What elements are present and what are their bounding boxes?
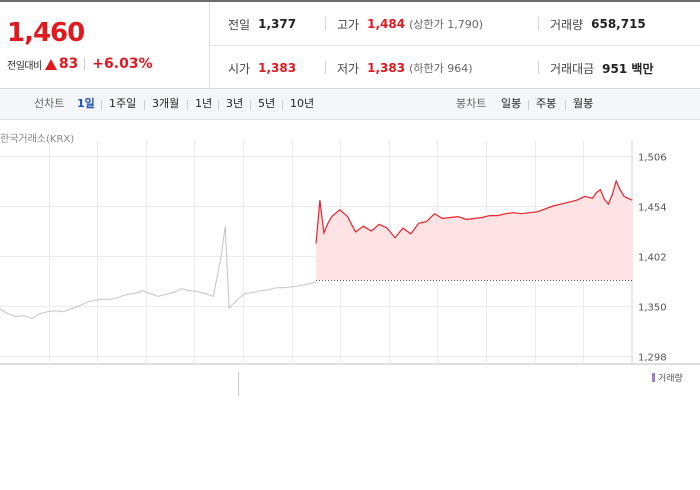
line-chart-label: 선차트 [34, 97, 65, 110]
period-tab-10y[interactable]: 10년 [290, 97, 315, 110]
stat-prev-close: 전일 1,377 [228, 2, 296, 46]
chart-toolbar: 선차트 1일 1주일 3개월 1년 3년 5년 10년 봉차트 일봉 주봉 월봉 [0, 89, 700, 120]
divider [144, 100, 145, 110]
divider [565, 100, 566, 110]
divider [250, 100, 251, 110]
volume-legend-label: 거래량 [658, 374, 683, 384]
stat-volume: 거래량 658,715 [538, 2, 646, 46]
y-tick-label: 1,506 [638, 153, 667, 164]
change-label: 전일대비 [7, 60, 42, 72]
change-percent: +6.03% [92, 56, 153, 72]
stat-label: 시가 [228, 61, 251, 76]
stat-label: 전일 [228, 17, 251, 32]
y-tick-label: 1,402 [638, 253, 667, 264]
candle-tab-daily[interactable]: 일봉 [501, 97, 522, 110]
change-line: 전일대비 83 +6.03% [7, 54, 153, 74]
divider [282, 100, 283, 110]
up-triangle-icon [44, 58, 57, 70]
today-price-line [315, 179, 633, 244]
period-tab-3m[interactable]: 3개월 [152, 97, 180, 110]
price-chart: 1,506 1,454 1,402 1,350 1,298 한국거래소(KRX) 거래량 [0, 120, 700, 400]
stat-trade-value: 거래대금 951 백만 [538, 46, 654, 90]
stat-sub: (상한가 1,790) [409, 18, 483, 31]
candle-chart-label: 봉차트 [456, 97, 487, 110]
stat-sub: (하한가 964) [409, 62, 473, 75]
current-price: 1,460 [7, 18, 85, 48]
stat-low: 저가 1,383 (하한가 964) [325, 46, 473, 90]
stat-value: 951 백만 [602, 61, 654, 76]
divider [538, 61, 539, 74]
candle-tab-monthly[interactable]: 월봉 [573, 97, 594, 110]
y-tick-label: 1,298 [638, 353, 667, 364]
divider [528, 100, 529, 110]
divider [538, 17, 539, 30]
divider [84, 57, 86, 71]
price-box: 1,460 전일대비 83 +6.03% [0, 2, 210, 89]
candle-tab-weekly[interactable]: 주봉 [536, 97, 557, 110]
today-area-fill [316, 181, 632, 281]
y-tick-label: 1,350 [638, 303, 667, 314]
stat-value: 1,383 [367, 61, 406, 75]
stats-row-2: 시가 1,383 저가 1,383 (하한가 964) 거래대금 951 백만 [210, 46, 700, 90]
divider [218, 100, 219, 110]
previous-day-price-line [0, 226, 317, 320]
period-tab-5y[interactable]: 5년 [258, 97, 276, 110]
stat-value: 1,484 [367, 17, 406, 31]
stat-high: 고가 1,484 (상한가 1,790) [325, 2, 483, 46]
stat-label: 거래량 [550, 17, 584, 32]
exchange-label: 한국거래소(KRX) [0, 134, 75, 145]
y-tick-label: 1,454 [638, 203, 667, 214]
price-chart-svg: 1,506 1,454 1,402 1,350 1,298 [0, 140, 700, 396]
change-value: 83 [58, 56, 79, 72]
stat-open: 시가 1,383 [228, 46, 296, 90]
divider [187, 100, 188, 110]
stat-value: 658,715 [591, 17, 646, 31]
stat-label: 고가 [337, 17, 360, 32]
volume-swatch [652, 373, 655, 382]
quote-summary: 1,460 전일대비 83 +6.03% 전일 1,377 고가 1,484 (… [0, 0, 700, 89]
divider [101, 100, 102, 110]
stats-row-1: 전일 1,377 고가 1,484 (상한가 1,790) 거래량 658,71… [210, 2, 700, 46]
stat-label: 거래대금 [550, 61, 595, 76]
stat-value: 1,377 [258, 17, 297, 31]
divider [325, 17, 326, 30]
stat-value: 1,383 [258, 61, 297, 75]
stat-label: 저가 [337, 61, 360, 76]
volume-legend: 거래량 [652, 371, 683, 384]
period-tab-1y[interactable]: 1년 [195, 97, 213, 110]
period-tab-1w[interactable]: 1주일 [109, 97, 137, 110]
period-tab-3y[interactable]: 3년 [226, 97, 244, 110]
period-tab-1d[interactable]: 1일 [77, 97, 95, 110]
divider [325, 61, 326, 74]
